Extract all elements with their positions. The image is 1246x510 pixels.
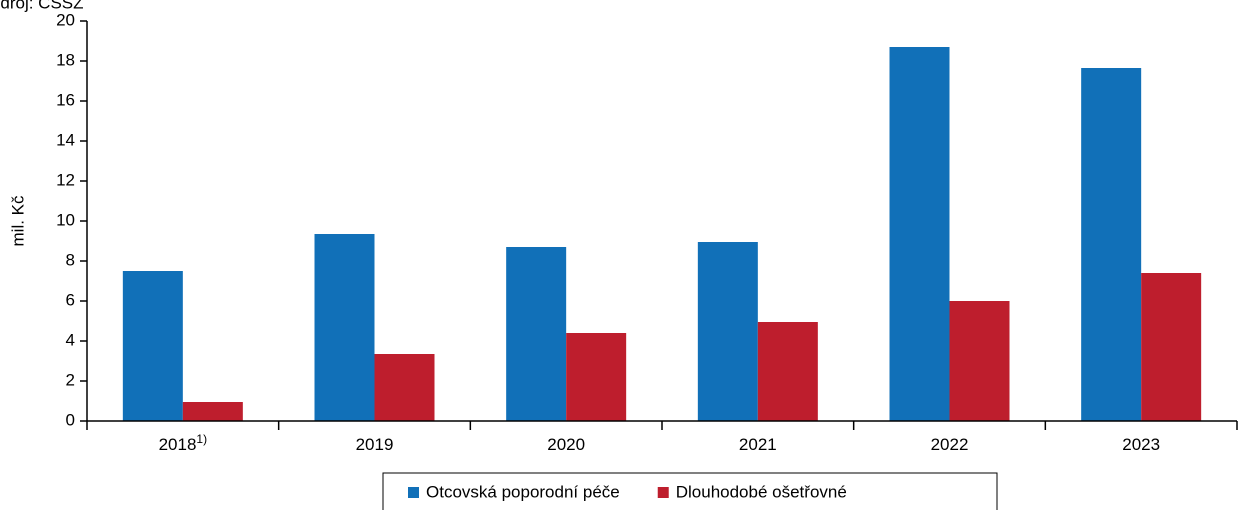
- x-tick-label: 2023: [1122, 435, 1160, 454]
- bar: [889, 47, 950, 421]
- x-tick-label: 2021: [739, 435, 777, 454]
- x-tick-label: 2022: [931, 435, 969, 454]
- source-note: Zdroj: ČSSZ: [0, 0, 84, 12]
- y-tick-label: 16: [56, 90, 75, 109]
- y-tick-label: 4: [66, 330, 75, 349]
- y-tick-label: 0: [66, 410, 75, 429]
- bar: [1141, 273, 1202, 421]
- legend-label: Dlouhodobé ošetřovné: [676, 482, 847, 501]
- bar: [697, 242, 758, 421]
- bar: [314, 234, 375, 421]
- y-tick-label: 8: [66, 250, 75, 269]
- x-tick-label: 2020: [547, 435, 585, 454]
- legend-label: Otcovská poporodní péče: [426, 482, 620, 501]
- x-tick-label-text: 2019: [356, 435, 394, 454]
- x-tick-label-text: 2020: [547, 435, 585, 454]
- x-tick-label-text: 2022: [931, 435, 969, 454]
- y-tick-label: 10: [56, 210, 75, 229]
- y-axis-label: mil. Kč: [8, 195, 27, 247]
- bar: [566, 333, 627, 421]
- bar: [949, 301, 1010, 421]
- legend-box: [382, 472, 998, 510]
- legend-swatch: [408, 487, 419, 498]
- bar: [374, 354, 435, 421]
- x-tick-label-text: 2018: [159, 435, 197, 454]
- y-tick-label: 2: [66, 370, 75, 389]
- bar: [757, 322, 818, 421]
- y-tick-label: 14: [56, 130, 75, 149]
- bar: [506, 247, 567, 421]
- bar: [122, 271, 183, 421]
- bar: [182, 402, 243, 421]
- x-tick-label-text: 2021: [739, 435, 777, 454]
- x-tick-label-text: 2023: [1122, 435, 1160, 454]
- y-tick-label: 6: [66, 290, 75, 309]
- legend-swatch: [657, 487, 669, 498]
- footnote-marker: 1): [196, 432, 207, 446]
- x-tick-label: 2019: [356, 435, 394, 454]
- bar: [1081, 68, 1142, 421]
- y-tick-label: 12: [56, 170, 75, 189]
- x-tick-label: 20181): [159, 432, 208, 454]
- y-tick-label: 18: [56, 50, 75, 69]
- y-tick-label: 20: [56, 10, 75, 29]
